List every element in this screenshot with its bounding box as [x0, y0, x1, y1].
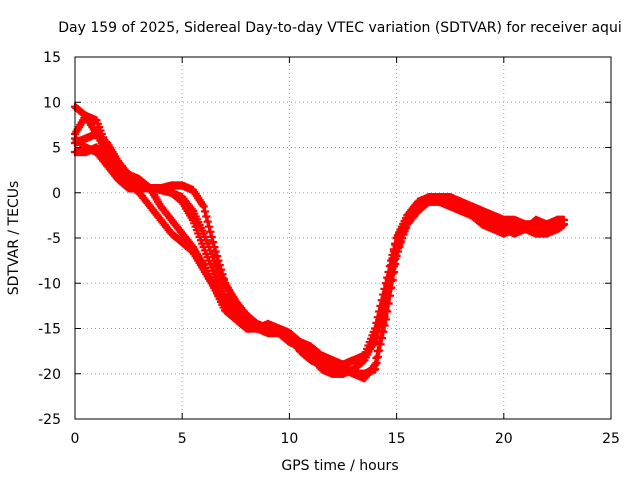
x-tick-label: 20 [495, 431, 513, 447]
data-point [373, 347, 382, 356]
data-point [384, 291, 393, 300]
data-point [379, 319, 388, 329]
chart-title: Day 159 of 2025, Sidereal Day-to-day VTE… [58, 20, 621, 36]
y-tick-label: 15 [43, 50, 61, 66]
data-point [371, 360, 380, 369]
data-point [388, 269, 397, 278]
data-point [206, 227, 215, 236]
data-point [372, 353, 381, 363]
x-tick-label: 15 [388, 431, 406, 447]
y-tick-label: -15 [38, 322, 61, 338]
data-point [207, 232, 216, 241]
data-point [373, 322, 382, 331]
data-point [199, 202, 208, 211]
y-tick-label: 0 [52, 186, 61, 202]
data-point [200, 207, 210, 216]
x-axis-label: GPS time / hours [281, 458, 398, 474]
data-point [376, 333, 385, 342]
data-point [375, 340, 384, 349]
data-point [204, 222, 214, 231]
grid-lines [75, 57, 611, 419]
data-point [391, 254, 400, 264]
y-tick-label: 5 [52, 141, 61, 157]
data-markers [70, 102, 568, 383]
y-tick-label: 10 [43, 95, 61, 111]
y-axis-label: SDTVAR / TECUs [6, 181, 22, 296]
y-tick-label: -10 [38, 276, 61, 292]
y-tick-label: -20 [38, 367, 61, 383]
series-track-5 [70, 129, 568, 383]
data-point [383, 298, 392, 308]
data-point [375, 316, 384, 325]
x-tick-label: 0 [71, 431, 80, 447]
data-point [208, 237, 218, 247]
x-tick-label: 10 [280, 431, 298, 447]
data-point [387, 276, 396, 286]
y-tick-label: -25 [38, 412, 61, 428]
data-point [372, 327, 381, 336]
axis-ticks: 0 5 10 15 20 25 -25 -20 -15 -10 -5 0 5 10 15 [38, 50, 620, 447]
data-point [559, 220, 568, 229]
x-tick-label: 25 [602, 431, 620, 447]
x-tick-label: 5 [178, 431, 187, 447]
y-tick-label: -5 [47, 231, 61, 247]
data-point [380, 313, 389, 322]
data-point [381, 306, 390, 315]
data-point [385, 284, 394, 293]
data-point [389, 262, 399, 271]
data-point [202, 212, 211, 221]
data-point [203, 217, 212, 226]
data-point [377, 326, 386, 335]
